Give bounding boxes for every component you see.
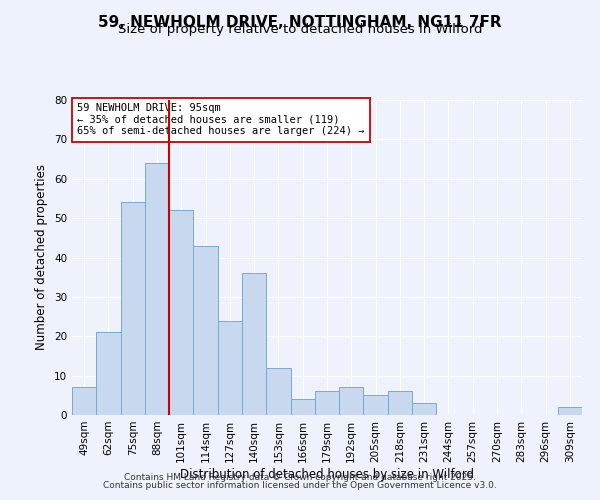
X-axis label: Distribution of detached houses by size in Wilford: Distribution of detached houses by size … xyxy=(180,468,474,480)
Text: Contains HM Land Registry data © Crown copyright and database right 2025.: Contains HM Land Registry data © Crown c… xyxy=(124,472,476,482)
Bar xyxy=(242,273,266,415)
Bar xyxy=(315,392,339,415)
Bar xyxy=(72,388,96,415)
Bar xyxy=(121,202,145,415)
Bar xyxy=(193,246,218,415)
Text: Contains public sector information licensed under the Open Government Licence v3: Contains public sector information licen… xyxy=(103,481,497,490)
Bar xyxy=(218,320,242,415)
Bar xyxy=(364,396,388,415)
Bar xyxy=(266,368,290,415)
Bar xyxy=(388,392,412,415)
Bar xyxy=(169,210,193,415)
Bar xyxy=(290,399,315,415)
Y-axis label: Number of detached properties: Number of detached properties xyxy=(35,164,49,350)
Bar xyxy=(96,332,121,415)
Text: 59, NEWHOLM DRIVE, NOTTINGHAM, NG11 7FR: 59, NEWHOLM DRIVE, NOTTINGHAM, NG11 7FR xyxy=(98,15,502,30)
Bar xyxy=(145,163,169,415)
Text: Size of property relative to detached houses in Wilford: Size of property relative to detached ho… xyxy=(118,22,482,36)
Bar xyxy=(558,407,582,415)
Bar xyxy=(339,388,364,415)
Bar xyxy=(412,403,436,415)
Text: 59 NEWHOLM DRIVE: 95sqm
← 35% of detached houses are smaller (119)
65% of semi-d: 59 NEWHOLM DRIVE: 95sqm ← 35% of detache… xyxy=(77,103,365,136)
